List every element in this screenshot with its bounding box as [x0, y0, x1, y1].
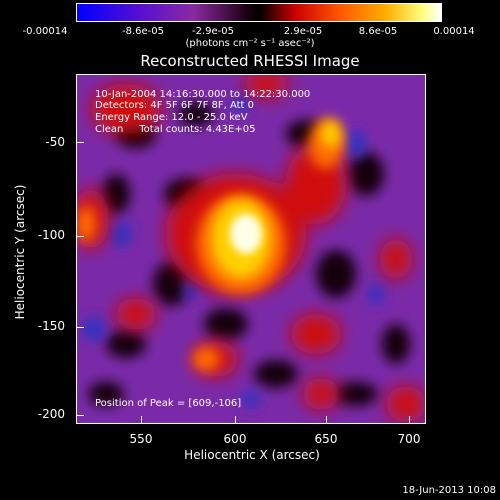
x-major-tick [326, 416, 327, 424]
peak-position-text: Position of Peak = [609,-106] [95, 398, 242, 409]
y-major-tick [76, 236, 84, 237]
x-tick-label: 550 [129, 432, 153, 446]
overlay-detectors: Detectors: 4F 5F 6F 7F 8F, Att 0 [95, 100, 255, 111]
y-major-tick [76, 142, 84, 143]
colorbar-tick-label: -2.9e-05 [192, 26, 234, 37]
y-tick-label: -200 [37, 407, 65, 421]
colorbar-tick-label: -0.00014 [22, 26, 68, 37]
x-major-tick [141, 416, 142, 424]
colorbar-tick-label: 8.6e-05 [358, 26, 398, 37]
x-major-tick [235, 416, 236, 424]
y-tick-label: -150 [37, 319, 65, 333]
x-tick-label: 700 [397, 432, 421, 446]
x-tick-label: 650 [314, 432, 338, 446]
y-major-tick [76, 327, 84, 328]
y-tick-label: -50 [45, 135, 65, 149]
x-axis-title: Heliocentric X (arcsec) [184, 448, 320, 462]
rhessi-image [76, 74, 426, 424]
colorbar [76, 3, 442, 22]
colorbar-tick-label: 2.9e-05 [283, 26, 323, 37]
overlay-energy-range: Energy Range: 12.0 - 25.0 keV [95, 112, 248, 123]
colorbar-tick-label: 0.00014 [433, 26, 475, 37]
y-axis-title: Heliocentric Y (arcsec) [13, 184, 27, 320]
plot-title: Reconstructed RHESSI Image [140, 52, 360, 70]
generated-date: 18-Jun-2013 10:08 [402, 485, 496, 496]
overlay-clean-counts: Clean Total counts: 4.43E+05 [95, 124, 256, 135]
x-major-tick [409, 416, 410, 424]
overlay-time-range: 10-Jan-2004 14:16:30.000 to 14:22:30.000 [95, 89, 311, 100]
y-major-tick [76, 415, 84, 416]
colorbar-units: (photons cm⁻² s⁻¹ asec⁻²) [185, 38, 315, 49]
x-tick-label: 600 [223, 432, 247, 446]
colorbar-tick-label: -8.6e-05 [122, 26, 164, 37]
y-tick-label: -100 [37, 228, 65, 242]
